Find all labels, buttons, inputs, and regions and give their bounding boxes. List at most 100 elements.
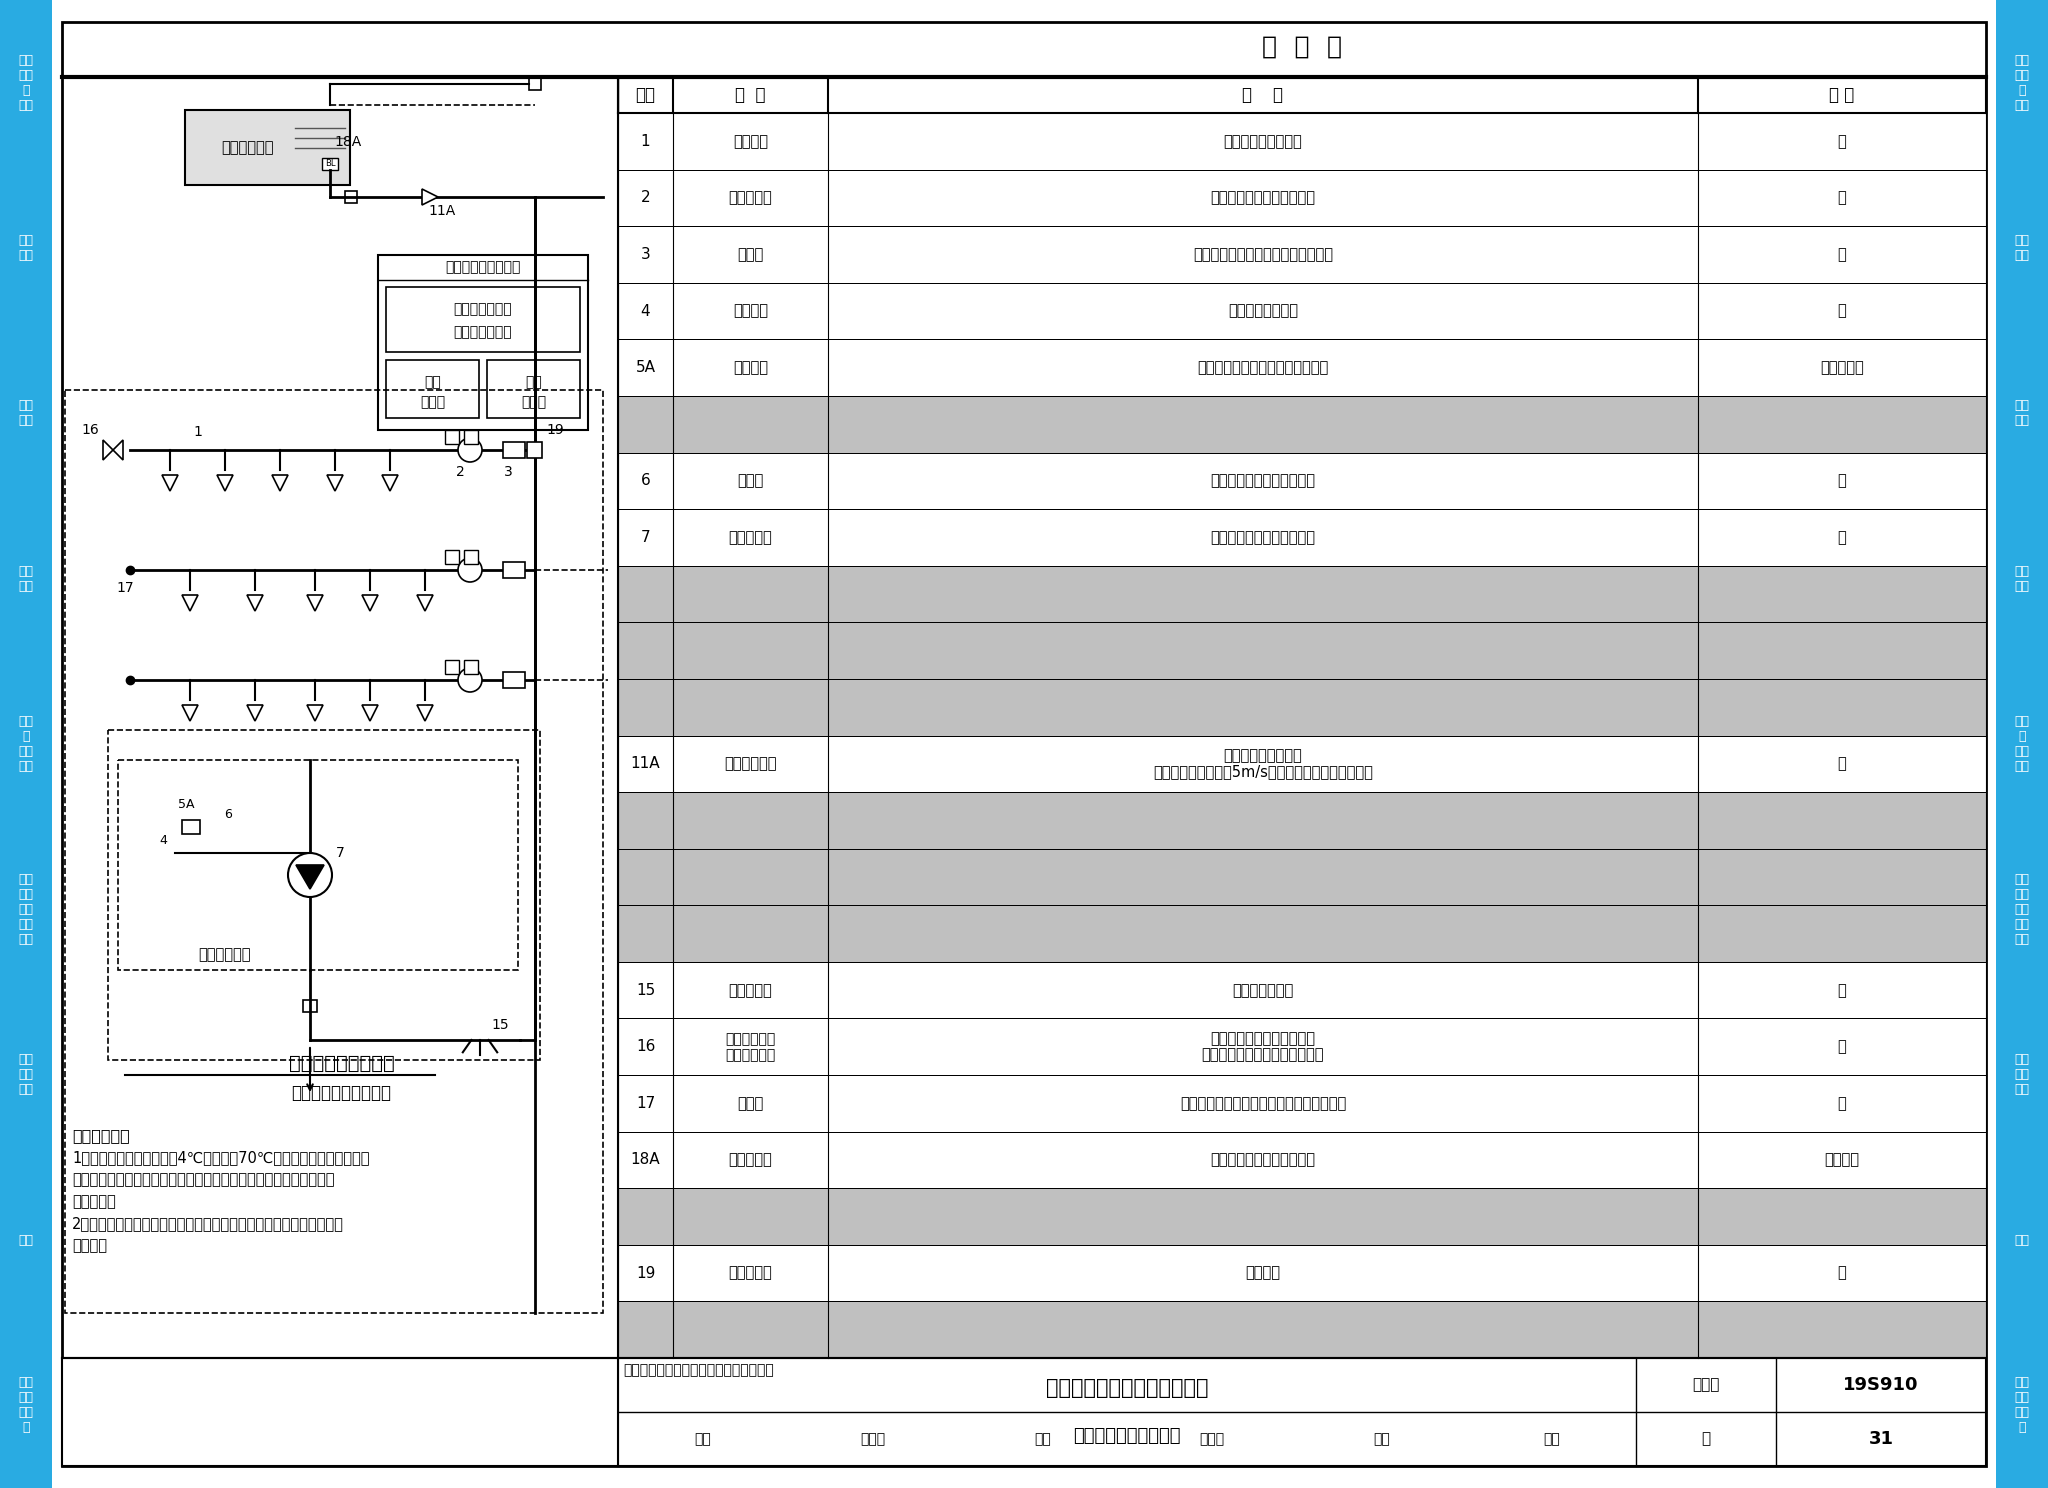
Text: 注：表中涂灰部分表示本系统无此组件。: 注：表中涂灰部分表示本系统无此组件。 (623, 1363, 774, 1376)
Polygon shape (182, 595, 199, 612)
Text: 3: 3 (641, 247, 651, 262)
Bar (444, 661, 459, 674)
Bar (61, 1359, 618, 1466)
Text: 马旭升: 马旭升 (860, 1431, 885, 1446)
Polygon shape (217, 475, 233, 491)
Text: 克服水压波动引起的误报警: 克服水压波动引起的误报警 (1210, 473, 1315, 488)
Text: 喷头
布置: 喷头 布置 (2015, 564, 2030, 592)
Text: 供水控制阀，阀门关闭时输出电信号: 供水控制阀，阀门关闭时输出电信号 (1194, 247, 1333, 262)
Bar (119, 760, 518, 970)
Bar (322, 158, 338, 170)
Text: 输出电信号，指示火灾区域: 输出电信号，指示火灾区域 (1210, 190, 1315, 205)
Text: I: I (451, 662, 453, 673)
Text: （高压重力供水系统）: （高压重力供水系统） (291, 1083, 391, 1103)
Text: 4: 4 (160, 833, 168, 847)
Text: －: － (1837, 1039, 1847, 1055)
Bar (109, 731, 541, 1059)
Text: 相关
技术
资料
页: 相关 技术 资料 页 (2015, 1376, 2030, 1434)
Text: 置高位消防水池，且高位消防水池的最低有效水位满足系统最不利点: 置高位消防水池，且高位消防水池的最低有效水位满足系统最不利点 (72, 1173, 334, 1187)
Text: 延迟器: 延迟器 (737, 473, 764, 488)
Polygon shape (182, 705, 199, 722)
Bar (618, 396, 1987, 452)
Bar (1997, 165, 2048, 330)
Bar (618, 1245, 1987, 1302)
Text: 19S910: 19S910 (1843, 1376, 1919, 1394)
Text: 18A: 18A (334, 135, 362, 149)
Bar (618, 226, 1987, 283)
Text: 编号: 编号 (635, 86, 655, 104)
Bar (618, 735, 1987, 792)
Text: －: － (1837, 756, 1847, 771)
Text: 控制器: 控制器 (520, 394, 547, 409)
Bar (0, 1158, 51, 1323)
Bar (379, 254, 588, 430)
Text: 湿式系统组件示意图: 湿式系统组件示意图 (289, 1054, 395, 1073)
Text: 2: 2 (455, 464, 465, 479)
Text: 附录: 附录 (2015, 1234, 2030, 1247)
Text: 发出音响报警信号: 发出音响报警信号 (1229, 304, 1298, 318)
Bar (444, 430, 459, 443)
Bar (618, 792, 1987, 848)
Text: 19: 19 (547, 423, 563, 437)
Text: 系统
类型
及
控制: 系统 类型 及 控制 (2015, 54, 2030, 112)
Polygon shape (383, 475, 397, 491)
Text: 19: 19 (635, 1266, 655, 1281)
Text: 局部
应用
系统: 局部 应用 系统 (2015, 1054, 2030, 1097)
Text: 分区放水及模拟喷头喷水测试系统联动功能: 分区放水及模拟喷头喷水测试系统联动功能 (1180, 1095, 1346, 1112)
Polygon shape (362, 705, 379, 722)
Text: 2．高位消防水池出水管上设置流量开关，将出水管的流量反馈到消防: 2．高位消防水池出水管上设置流量开关，将出水管的流量反馈到消防 (72, 1216, 344, 1231)
Text: 控制盘: 控制盘 (420, 394, 444, 409)
Bar (618, 848, 1987, 905)
Text: I: I (451, 432, 453, 442)
Bar (0, 0, 51, 165)
Text: 17: 17 (117, 580, 133, 595)
Bar (465, 430, 477, 443)
Text: 5A: 5A (635, 360, 655, 375)
Text: 2: 2 (641, 190, 651, 205)
Bar (618, 77, 1987, 113)
Text: 联动: 联动 (524, 375, 543, 388)
Text: 防火
分隔
防护
冷却
系统: 防火 分隔 防护 冷却 系统 (18, 873, 33, 946)
Bar (487, 360, 580, 418)
Text: 模拟喷头喷水测试系统联动功能: 模拟喷头喷水测试系统联动功能 (1202, 1048, 1325, 1062)
Bar (618, 1132, 1987, 1189)
Text: 【设计提示】: 【设计提示】 (72, 1128, 129, 1143)
Text: （高压重力供水系统）: （高压重力供水系统） (1073, 1427, 1182, 1445)
Text: 报警阀组处: 报警阀组处 (1821, 360, 1864, 375)
Text: 设计: 设计 (1372, 1431, 1391, 1446)
Bar (1997, 827, 2048, 992)
Bar (1997, 0, 2048, 165)
Bar (618, 1189, 1987, 1245)
Polygon shape (102, 440, 113, 460)
Bar (0, 496, 51, 661)
Text: 11A: 11A (428, 204, 455, 219)
Bar (1997, 1323, 2048, 1488)
Text: 16: 16 (635, 1039, 655, 1055)
Text: －: － (1837, 190, 1847, 205)
Bar (618, 679, 1987, 735)
Bar (618, 905, 1987, 961)
Text: 16: 16 (82, 423, 98, 437)
Bar (0, 992, 51, 1158)
Text: 备 注: 备 注 (1829, 86, 1855, 104)
Text: 17: 17 (635, 1095, 655, 1112)
Bar (618, 565, 1987, 622)
Text: 高位水箱: 高位水箱 (1825, 1152, 1860, 1168)
Text: 审核: 审核 (694, 1431, 711, 1446)
Bar (1997, 1158, 2048, 1323)
Bar (303, 1000, 317, 1012)
Text: 湿式报警阀组: 湿式报警阀组 (199, 948, 250, 963)
Text: L: L (467, 676, 473, 684)
Text: 根据压力变化输出电信号（报警）: 根据压力变化输出电信号（报警） (1198, 360, 1329, 375)
Circle shape (289, 853, 332, 897)
Bar (504, 673, 524, 687)
Text: 消防控制室内（盘）: 消防控制室内（盘） (444, 260, 520, 274)
Text: 水泵接合器: 水泵接合器 (729, 982, 772, 997)
Text: 7: 7 (336, 847, 344, 860)
Polygon shape (297, 865, 324, 888)
Text: 系统排气: 系统排气 (1245, 1266, 1280, 1281)
Bar (66, 390, 602, 1312)
Polygon shape (248, 595, 262, 612)
Text: 用    途: 用 途 (1243, 86, 1284, 104)
Polygon shape (248, 705, 262, 722)
